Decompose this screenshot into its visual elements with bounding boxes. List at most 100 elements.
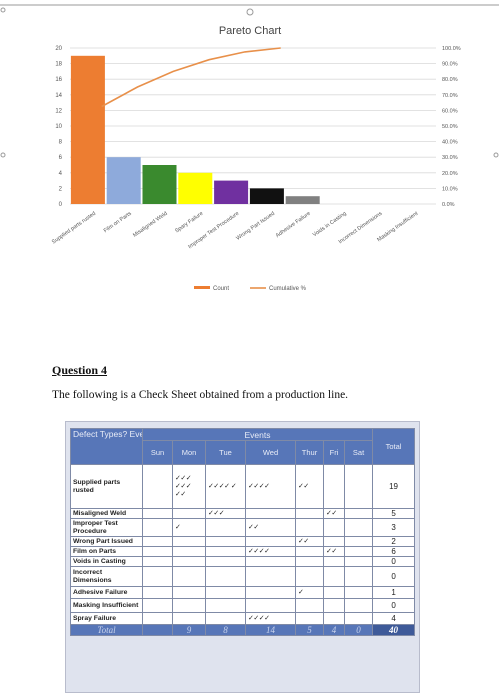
y2-tick-label: 60.0% (442, 108, 458, 114)
tally-cell (323, 536, 345, 547)
tally-cell (245, 598, 296, 613)
bar-1 (70, 55, 105, 204)
bar-6 (249, 188, 284, 204)
tally-cell (295, 598, 324, 613)
y2-tick-label: 90.0% (442, 62, 458, 68)
x-axis-ticks: Supplied parts rusted Film on Parts Misali… (51, 210, 420, 250)
total-header: Total (372, 428, 416, 465)
tally-cell (343, 518, 374, 537)
tally-cell (142, 518, 173, 537)
x-tick-label: Spary Failure (174, 211, 204, 235)
day-header: Thur (295, 440, 324, 465)
y-tick-label: 18 (55, 62, 62, 68)
table-row: Misaligned Weld ✓✓✓ ✓✓ 5 (70, 508, 416, 519)
tally-cell: ✓✓ (323, 546, 345, 557)
pareto-chart-svg: Pareto Chart 0 2 4 6 8 10 12 14 16 18 20 0.0% 10.0%… (0, 4, 499, 292)
x-tick-label: Adhesive Failure (275, 211, 312, 239)
x-tick-label: Voids in Casting (312, 211, 348, 239)
tally-cell (323, 556, 345, 567)
tally-cell: ✓ (172, 518, 206, 537)
tally-cell (142, 546, 173, 557)
grand-total-cell: 40 (372, 624, 416, 636)
tally-cell: ✓✓✓ ✓✓✓ ✓✓ (172, 464, 206, 509)
tally-cell (245, 508, 296, 519)
day-header: Mon (172, 440, 206, 465)
table-row: Adhesive Failure ✓ 1 (70, 586, 416, 599)
tally-cell (142, 464, 173, 509)
tally-cell (323, 586, 345, 599)
defect-type-cell: Improper Test Procedure (70, 518, 143, 537)
bar-5 (214, 180, 249, 204)
day-header: Sun (142, 440, 173, 465)
chart-title: Pareto Chart (219, 25, 281, 37)
tally-cell (142, 566, 173, 587)
tally-cell (172, 546, 206, 557)
defect-type-cell: Supplied parts rusted (70, 464, 143, 509)
tally-cell: ✓✓✓✓ ✓ (205, 464, 246, 509)
y-tick-label: 0 (59, 202, 63, 208)
check-sheet-table: Defect Types? Event occurrenceEventsTota… (70, 428, 416, 636)
defect-type-cell: Wrong Part Issued (70, 536, 143, 547)
table-row: Incorrect Dimensions 0 (70, 566, 416, 587)
events-header: Events (141, 428, 374, 441)
x-tick-label: Misaligned Weld (132, 211, 168, 239)
pareto-chart: Pareto Chart 0 2 4 6 8 10 12 14 16 18 20 0.0% 10.0%… (0, 0, 499, 300)
y-tick-label: 8 (59, 140, 63, 146)
totals-label: Total (70, 624, 143, 636)
defect-type-cell: Voids in Casting (70, 556, 143, 567)
day-total-cell (142, 624, 173, 636)
tally-cell: ✓✓✓✓ (245, 464, 296, 509)
y-tick-label: 4 (59, 171, 63, 177)
tally-cell (245, 586, 296, 599)
day-header: Wed (245, 440, 296, 465)
defect-types-header: Defect Types? Event occurrence (70, 428, 143, 465)
tally-cell: ✓✓ (245, 518, 296, 537)
table-row: Improper Test Procedure ✓ ✓✓ 3 (70, 518, 416, 537)
tally-cell (205, 546, 246, 557)
tally-cell (142, 536, 173, 547)
y2-tick-label: 50.0% (442, 124, 458, 130)
y-tick-label: 10 (55, 124, 62, 130)
row-total-cell: 1 (372, 586, 416, 599)
tally-cell (343, 566, 374, 587)
y-tick-label: 20 (55, 46, 62, 52)
table-row: Masking Insufficient 0 (70, 598, 416, 613)
tally-cell (205, 566, 246, 587)
day-header: Sat (343, 440, 374, 465)
tally-cell (245, 536, 296, 547)
table-row: Supplied parts rusted ✓✓✓ ✓✓✓ ✓✓ ✓✓✓✓ ✓ ✓✓✓… (70, 464, 416, 509)
tally-cell (172, 586, 206, 599)
bar-4 (178, 172, 213, 204)
tally-cell (295, 556, 324, 567)
x-tick-label: Film on Parts (103, 211, 133, 235)
tally-cell (295, 518, 324, 537)
day-total-cell: 0 (343, 624, 374, 636)
y-tick-label: 6 (59, 155, 63, 161)
tally-cell (205, 612, 246, 625)
tally-cell (343, 536, 374, 547)
bar-2 (106, 157, 141, 204)
tally-cell (295, 508, 324, 519)
day-total-cell: 8 (205, 624, 246, 636)
row-total-cell: 2 (372, 536, 416, 547)
bar-7 (285, 196, 320, 204)
tally-cell (172, 508, 206, 519)
day-total-cell: 14 (245, 624, 296, 636)
y2-tick-label: 80.0% (442, 77, 458, 83)
tally-cell (323, 598, 345, 613)
tally-cell: ✓✓✓✓ (245, 546, 296, 557)
tally-cell (323, 464, 345, 509)
y2-tick-label: 100.0% (442, 46, 461, 52)
table-row: Film on Parts ✓✓✓✓ ✓✓ 6 (70, 546, 416, 557)
table-row: Wrong Part Issued ✓✓ 2 (70, 536, 416, 547)
tally-cell (343, 508, 374, 519)
totals-row: Total 9 8 14 5 4 0 40 (70, 624, 416, 636)
row-total-cell: 0 (372, 566, 416, 587)
row-total-cell: 6 (372, 546, 416, 557)
question-title: Question 4 (52, 363, 108, 377)
tally-cell (142, 508, 173, 519)
tally-cell (295, 566, 324, 587)
defect-type-cell: Adhesive Failure (70, 586, 143, 599)
defect-type-cell: Spray Failure (70, 612, 143, 625)
tally-cell: ✓✓ (295, 464, 324, 509)
